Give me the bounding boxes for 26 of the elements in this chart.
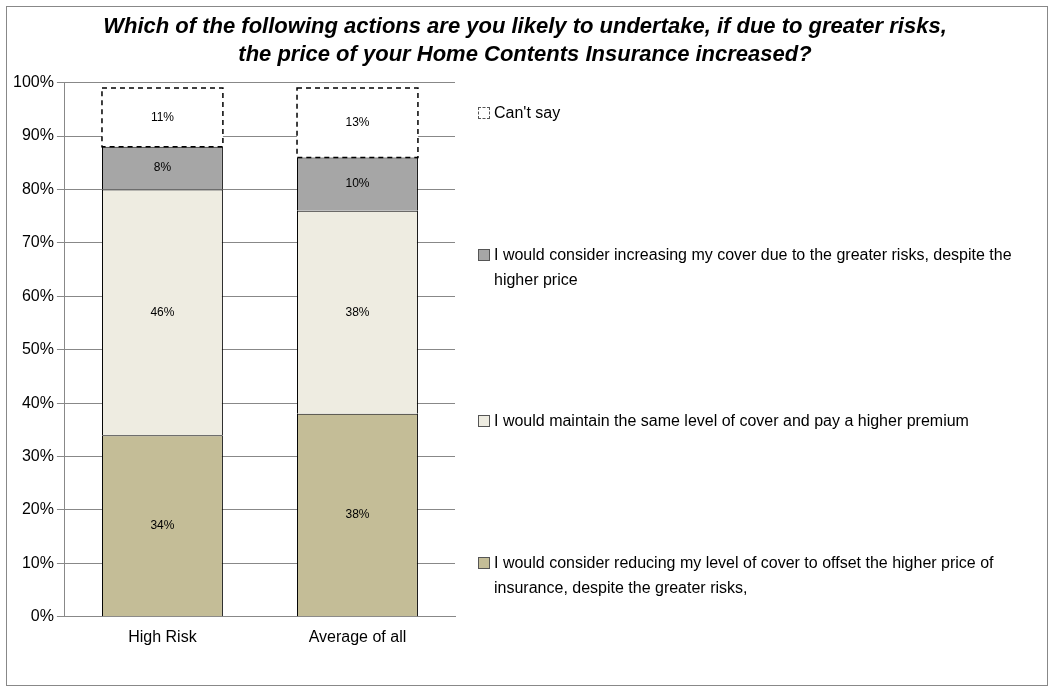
data-label: 38% [345,507,370,522]
data-label: 8% [153,160,172,175]
y-tick-label: 90% [21,126,54,144]
y-tick-label: 60% [21,286,54,304]
legend-label: I would maintain the same level of cover and pay a higher premium [494,411,969,432]
x-tick-label: High Risk [128,627,198,645]
data-label: 38% [345,304,370,319]
text: Can't say [494,103,561,123]
legend-label: I would consider increasing my cover due to the greater risks, despite the higher price [494,244,1013,290]
y-tick-label: 70% [21,233,54,251]
data-label: 46% [150,304,175,319]
y-tick-label: 0% [30,607,54,625]
x-tick-label: Average of all [308,627,407,645]
y-tick-label: 20% [21,500,54,518]
y-tick-label: 80% [21,179,54,197]
y-tick-label: 10% [21,553,54,571]
y-tick-label: 30% [21,446,54,464]
y-tick-label: 50% [21,340,54,358]
y-tick-label: 100% [13,73,54,91]
data-label: 13% [345,114,370,129]
data-label: 11% [150,109,175,124]
data-label: 34% [150,518,175,533]
legend-label: I would consider reducing my level of cover to offset the higher price of insurance, despite the greater risks, [494,552,995,598]
data-label: 10% [345,176,370,191]
y-tick-label: 40% [21,393,54,411]
text: Which of the following actions are you likely to undertake, if due to greater risks, the price of your Home Contents Insurance increased? [102,12,948,68]
